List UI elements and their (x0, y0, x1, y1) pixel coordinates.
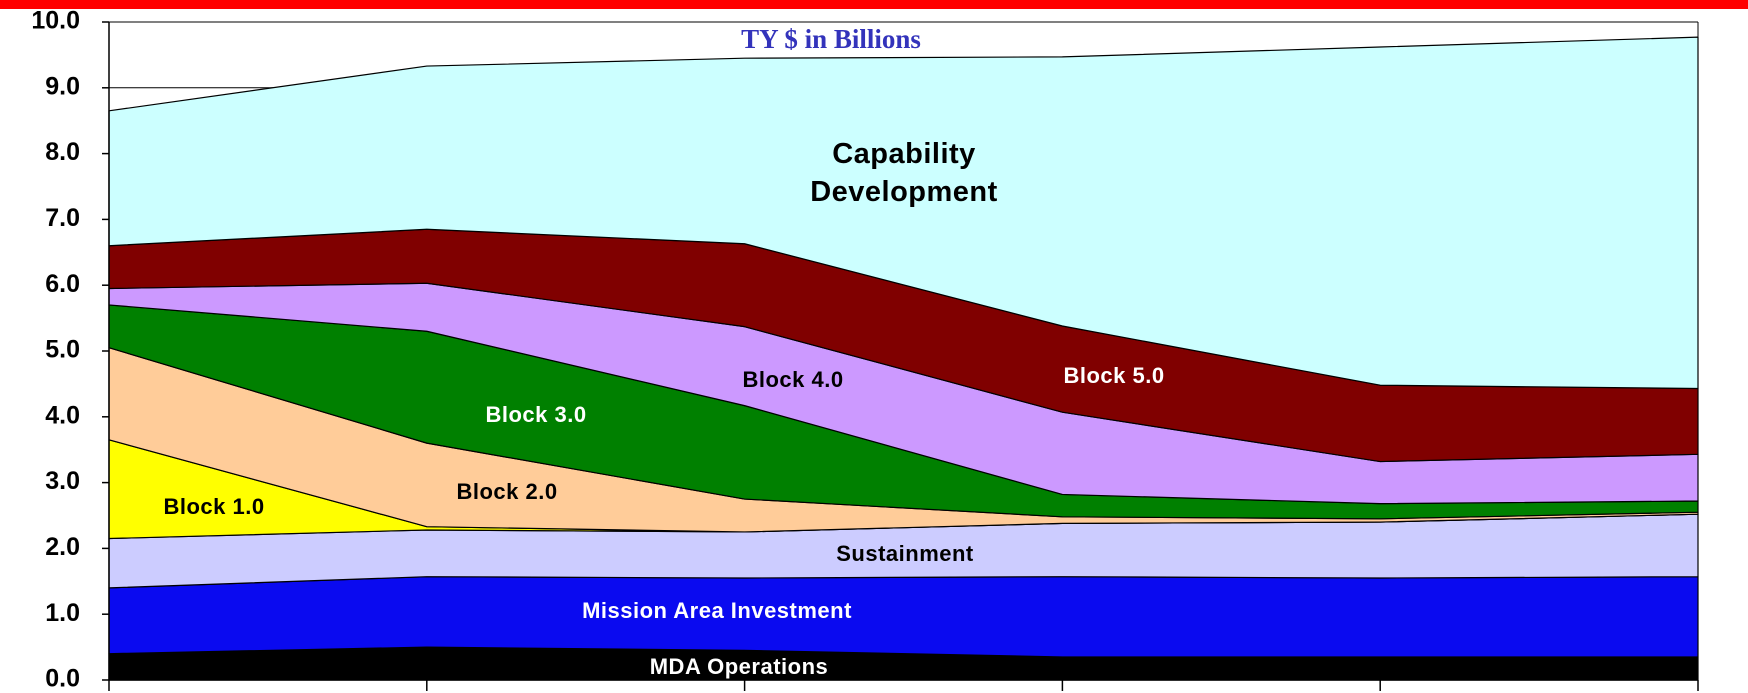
series-label: MDA Operations (649, 654, 829, 679)
y-tick-label: 4.0 (45, 401, 80, 429)
area (108, 576, 1699, 658)
y-tick-label: 5.0 (45, 336, 80, 364)
y-tick-label: 0.0 (45, 665, 80, 693)
series-label: Capability Development (810, 138, 998, 208)
y-tick-label: 1.0 (45, 599, 80, 627)
header-bar (0, 0, 1748, 9)
y-tick-label: 7.0 (45, 204, 80, 232)
y-tick-label: 8.0 (45, 138, 80, 166)
series-label: Block 3.0 (485, 402, 587, 427)
y-tick-label: 3.0 (45, 467, 80, 495)
y-tick-label: 9.0 (45, 72, 80, 100)
chart-title: TY $ in Billions (741, 24, 921, 54)
series-label: Block 1.0 (163, 494, 265, 519)
series-label: Block 2.0 (456, 479, 558, 504)
y-tick-label: 2.0 (45, 533, 80, 561)
y-tick-label: 10.0 (31, 7, 80, 35)
y-tick-label: 6.0 (45, 270, 80, 298)
series-label: Sustainment (836, 541, 974, 566)
series-label: Mission Area Investment (582, 598, 852, 623)
series-label: Block 5.0 (1063, 363, 1165, 388)
series-label: Block 4.0 (742, 367, 844, 392)
